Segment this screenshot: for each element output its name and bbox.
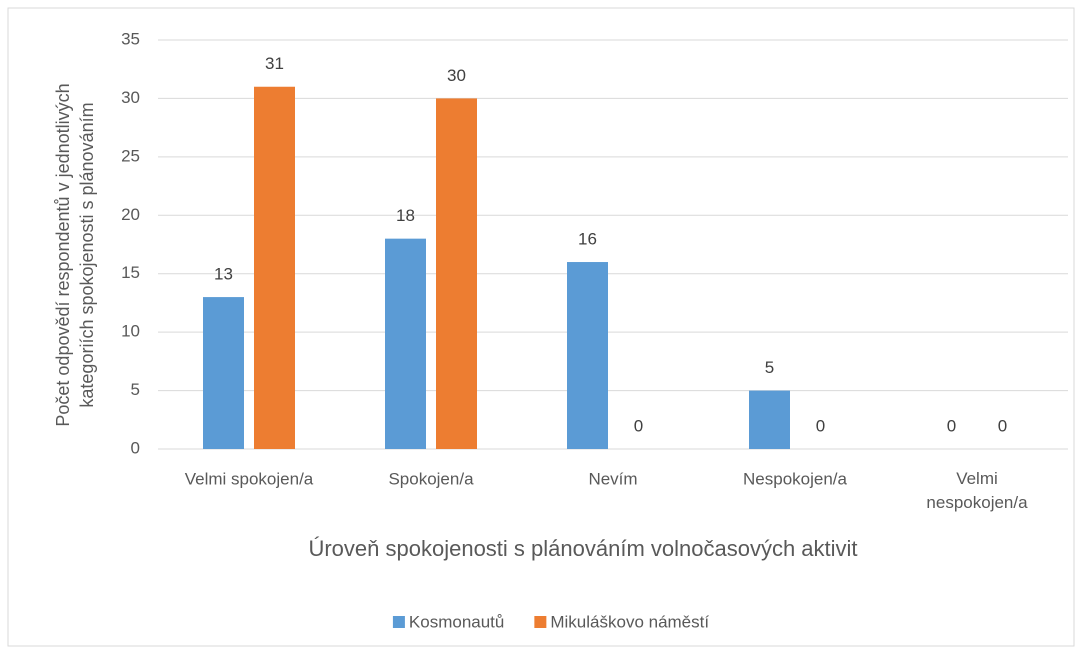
legend-item: Mikuláškovo náměstí [534,612,709,631]
y-tick-label: 30 [121,88,140,107]
y-tick-label: 25 [121,146,140,165]
x-tick-label: Nevím [588,469,637,488]
value-label: 30 [447,66,466,85]
bar [385,238,426,449]
bar [749,390,790,449]
legend-swatch [392,616,405,628]
y-tick-label: 35 [121,29,140,48]
value-label: 0 [998,416,1007,435]
value-label: 13 [214,265,233,284]
value-label: 31 [265,54,284,73]
y-tick-label: 10 [121,322,140,341]
y-tick-label: 20 [121,205,140,224]
x-tick-label: Velmi nespokojen/a [926,469,1028,512]
y-tick-label: 15 [121,263,140,282]
value-label: 0 [947,416,956,435]
bar [203,297,244,449]
x-tick-label: Nespokojen/a [743,469,848,488]
y-tick-label: 5 [131,380,140,399]
value-label: 0 [816,416,825,435]
x-axis-title: Úroveň spokojenosti s plánováním volnoča… [308,536,857,561]
value-label: 16 [578,230,597,249]
value-label: 5 [765,358,774,377]
value-label: 0 [634,416,643,435]
legend-item: Kosmonautů [392,612,504,631]
chart-frame [7,7,1075,647]
bar [254,86,295,449]
y-tick-label: 0 [131,438,140,457]
legend-label: Kosmonautů [409,612,504,631]
y-axis-title: Počet odpovědí respondentů v jednotlivýc… [53,83,97,426]
bar [436,98,477,449]
x-tick-label: Velmi spokojen/a [185,469,314,488]
value-label: 18 [396,206,415,225]
legend-swatch [534,616,547,628]
legend-label: Mikuláškovo náměstí [550,612,709,631]
bar [567,262,608,449]
x-tick-label: Spokojen/a [388,469,474,488]
